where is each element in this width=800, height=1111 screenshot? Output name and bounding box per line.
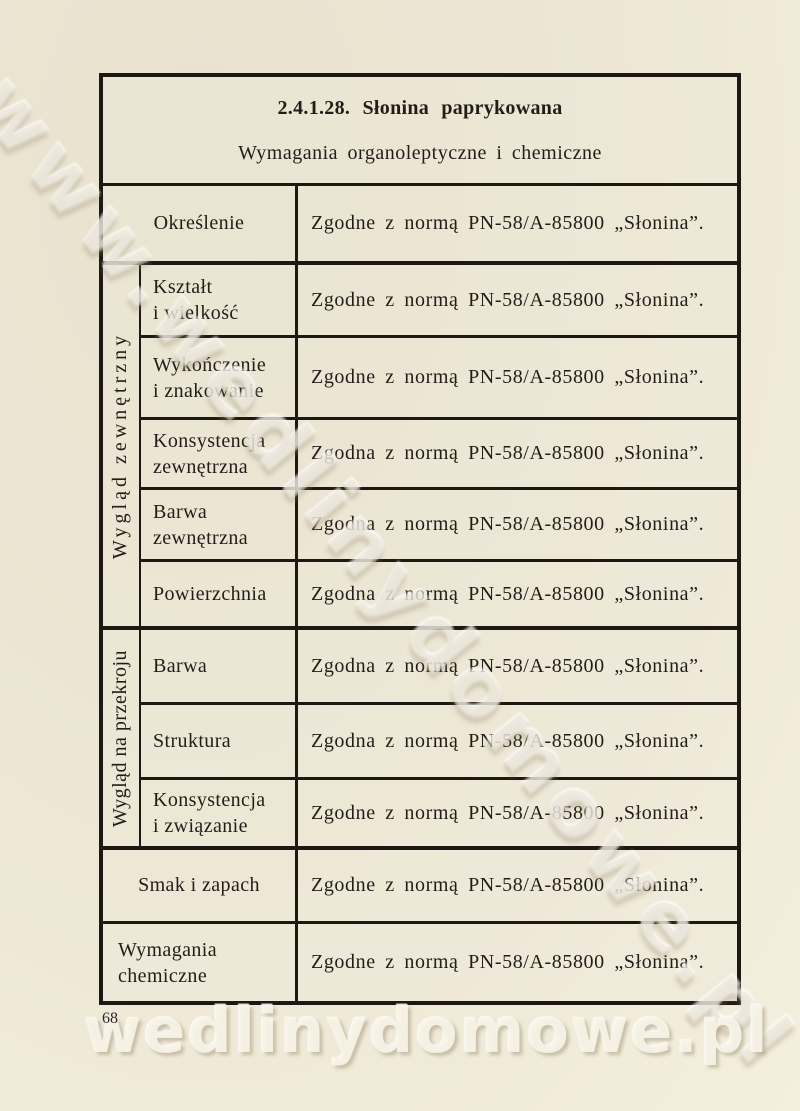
row-label: Barwa zewnętrzna	[141, 490, 298, 559]
table-row: Kształt i wielkość Zgodne z normą PN-58/…	[141, 265, 737, 338]
section-vertical-label: Wygląd na przekroju	[103, 630, 141, 846]
row-value: Zgodna z normą PN-58/A-85800 „Słonina”.	[311, 442, 705, 464]
row-value: Zgodne z normą PN-58/A-85800 „Słonina”.	[311, 951, 705, 973]
table-row-okreslenie: Określenie Zgodne z normą PN-58/A-85800 …	[103, 186, 737, 265]
table-row-wymagania-chemiczne: Wymagania chemiczne Zgodne z normą PN-58…	[103, 924, 737, 1001]
table-row: Struktura Zgodna z normą PN-58/A-85800 „…	[141, 705, 737, 780]
table-row: Konsystencja zewnętrzna Zgodna z normą P…	[141, 420, 737, 490]
page-number: 68	[102, 1010, 118, 1027]
section-rows: Barwa Zgodna z normą PN-58/A-85800 „Słon…	[141, 630, 737, 846]
row-label: Barwa	[141, 630, 298, 702]
row-value: Zgodne z normą PN-58/A-85800 „Słonina”.	[311, 288, 705, 311]
row-label: Wymagania chemiczne	[103, 924, 298, 1001]
row-value: Zgodna z normą PN-58/A-85800 „Słonina”.	[311, 582, 705, 605]
table-row-smak-i-zapach: Smak i zapach Zgodne z normą PN-58/A-858…	[103, 850, 737, 924]
section-wyglad-na-przekroju: Wygląd na przekroju Barwa Zgodna z normą…	[103, 630, 737, 850]
row-label: Smak i zapach	[103, 850, 298, 921]
section-vertical-label: Wygląd zewnętrzny	[103, 265, 141, 626]
row-value: Zgodne z normą PN-58/A-85800 „Słonina”.	[311, 801, 705, 824]
table-row: Konsystencja i związanie Zgodne z normą …	[141, 780, 737, 846]
row-value: Zgodne z normą PN-58/A-85800 „Słonina”.	[311, 212, 705, 234]
row-label: Konsystencja i związanie	[141, 780, 298, 846]
row-value: Zgodne z normą PN-58/A-85800 „Słonina”.	[311, 366, 705, 388]
spec-table: 2.4.1.28. Słonina paprykowana Wymagania …	[99, 73, 741, 1005]
section-rows: Kształt i wielkość Zgodne z normą PN-58/…	[141, 265, 737, 626]
row-label: Kształt i wielkość	[141, 265, 298, 335]
row-value: Zgodna z normą PN-58/A-85800 „Słonina”.	[311, 513, 705, 535]
table-row: Powierzchnia Zgodna z normą PN-58/A-8580…	[141, 562, 737, 626]
row-value: Zgodna z normą PN-58/A-85800 „Słonina”.	[311, 729, 705, 752]
table-row: Barwa zewnętrzna Zgodna z normą PN-58/A-…	[141, 490, 737, 562]
table-subtitle: Wymagania organoleptyczne i chemiczne	[238, 142, 602, 164]
table-row: Barwa Zgodna z normą PN-58/A-85800 „Słon…	[141, 630, 737, 705]
row-label: Określenie	[103, 186, 298, 261]
row-label: Powierzchnia	[141, 562, 298, 626]
section-label-text: Wygląd na przekroju	[109, 649, 132, 827]
section-label-text: Wygląd zewnętrzny	[109, 331, 132, 560]
row-value: Zgodna z normą PN-58/A-85800 „Słonina”.	[311, 654, 705, 677]
row-label: Wykończenie i znakowanie	[141, 338, 298, 417]
table-header: 2.4.1.28. Słonina paprykowana Wymagania …	[103, 77, 737, 186]
section-wyglad-zewnetrzny: Wygląd zewnętrzny Kształt i wielkość Zgo…	[103, 265, 737, 630]
row-value: Zgodne z normą PN-58/A-85800 „Słonina”.	[311, 874, 705, 896]
table-title: 2.4.1.28. Słonina paprykowana	[277, 97, 563, 119]
row-label: Konsystencja zewnętrzna	[141, 420, 298, 487]
table-row: Wykończenie i znakowanie Zgodne z normą …	[141, 338, 737, 420]
row-label: Struktura	[141, 705, 298, 777]
